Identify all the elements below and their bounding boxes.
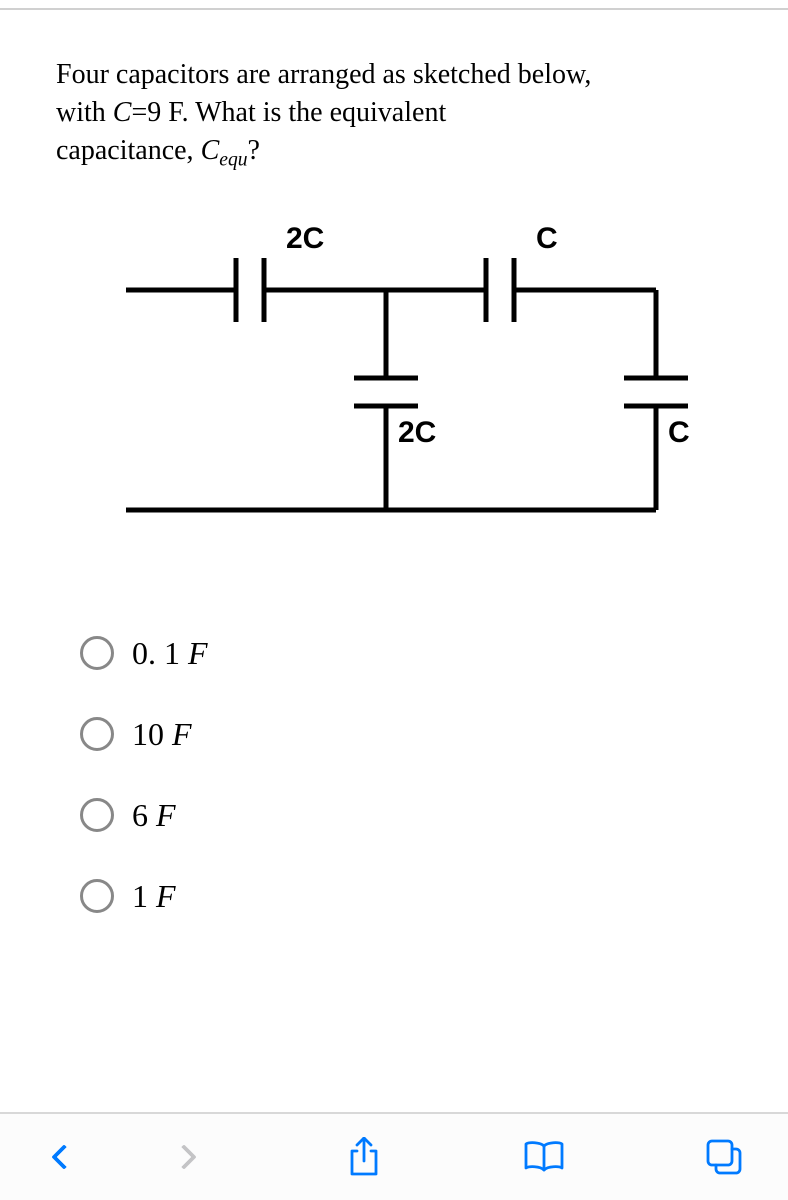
option-a-label: 0. 1 F <box>132 635 208 672</box>
option-c[interactable]: 6 F <box>80 797 732 834</box>
radio-d[interactable] <box>80 879 114 913</box>
chevron-left-icon <box>51 1144 76 1169</box>
question-cequ-c: C <box>201 135 220 166</box>
radio-c[interactable] <box>80 798 114 832</box>
bottom-toolbar <box>0 1112 788 1200</box>
question-paragraph: Four capacitors are arranged as sketched… <box>56 56 732 174</box>
radio-a[interactable] <box>80 636 114 670</box>
share-icon <box>347 1137 381 1177</box>
cap-label-2c-mid: 2C <box>398 416 436 449</box>
option-b[interactable]: 10 F <box>80 716 732 753</box>
book-icon <box>523 1140 565 1174</box>
circuit-svg: 2C C 2C C <box>96 210 696 560</box>
book-button[interactable] <box>522 1135 566 1179</box>
tabs-icon <box>705 1138 743 1176</box>
option-b-label: 10 F <box>132 716 192 753</box>
share-button[interactable] <box>342 1135 386 1179</box>
option-a[interactable]: 0. 1 F <box>80 635 732 672</box>
question-var-c: C <box>113 97 132 128</box>
question-cequ-sub: equ <box>219 149 247 170</box>
chevron-right-icon <box>171 1144 196 1169</box>
question-line3-pre: capacitance, <box>56 135 201 166</box>
circuit-diagram: 2C C 2C C <box>96 210 732 565</box>
back-button[interactable] <box>42 1135 86 1179</box>
top-divider <box>0 8 788 10</box>
forward-button[interactable] <box>162 1135 206 1179</box>
question-line3-post: ? <box>248 135 260 166</box>
question-content: Four capacitors are arranged as sketched… <box>0 0 788 915</box>
cap-label-c-top: C <box>536 222 558 255</box>
question-line2-mid: =9 F. What is the equivalent <box>131 97 446 128</box>
nav-group <box>42 1135 206 1179</box>
answer-options: 0. 1 F 10 F 6 F 1 F <box>80 635 732 915</box>
radio-b[interactable] <box>80 717 114 751</box>
question-line2-pre: with <box>56 97 113 128</box>
cap-label-c-right: C <box>668 416 690 449</box>
cap-label-2c-top: 2C <box>286 222 324 255</box>
option-c-label: 6 F <box>132 797 176 834</box>
option-d[interactable]: 1 F <box>80 878 732 915</box>
question-line1: Four capacitors are arranged as sketched… <box>56 59 591 90</box>
tabs-button[interactable] <box>702 1135 746 1179</box>
option-d-label: 1 F <box>132 878 176 915</box>
